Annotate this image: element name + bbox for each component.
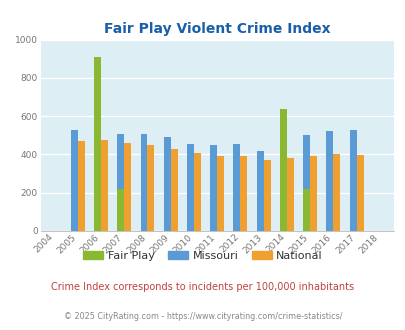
Bar <box>117 189 124 231</box>
Bar <box>194 153 200 231</box>
Bar <box>210 145 217 231</box>
Legend: Fair Play, Missouri, National: Fair Play, Missouri, National <box>79 247 326 265</box>
Bar <box>140 134 147 231</box>
Bar <box>303 135 309 231</box>
Bar <box>303 189 309 231</box>
Bar <box>117 134 124 231</box>
Bar <box>70 130 78 231</box>
Text: Crime Index corresponds to incidents per 100,000 inhabitants: Crime Index corresponds to incidents per… <box>51 282 354 292</box>
Bar <box>326 130 333 231</box>
Bar <box>94 57 101 231</box>
Bar <box>171 149 177 231</box>
Bar <box>286 158 293 231</box>
Bar <box>309 156 316 231</box>
Bar <box>240 156 247 231</box>
Bar <box>187 144 194 231</box>
Bar <box>356 155 363 231</box>
Bar <box>163 137 171 231</box>
Bar <box>349 130 356 231</box>
Bar <box>279 147 286 231</box>
Bar <box>256 150 263 231</box>
Bar <box>101 141 108 231</box>
Bar <box>124 143 131 231</box>
Bar <box>333 154 339 231</box>
Bar <box>147 145 154 231</box>
Title: Fair Play Violent Crime Index: Fair Play Violent Crime Index <box>104 22 330 36</box>
Bar <box>217 156 224 231</box>
Text: © 2025 CityRating.com - https://www.cityrating.com/crime-statistics/: © 2025 CityRating.com - https://www.city… <box>64 312 341 321</box>
Bar <box>279 109 286 231</box>
Bar <box>233 144 240 231</box>
Bar <box>94 126 101 231</box>
Bar <box>78 142 85 231</box>
Bar <box>263 160 270 231</box>
